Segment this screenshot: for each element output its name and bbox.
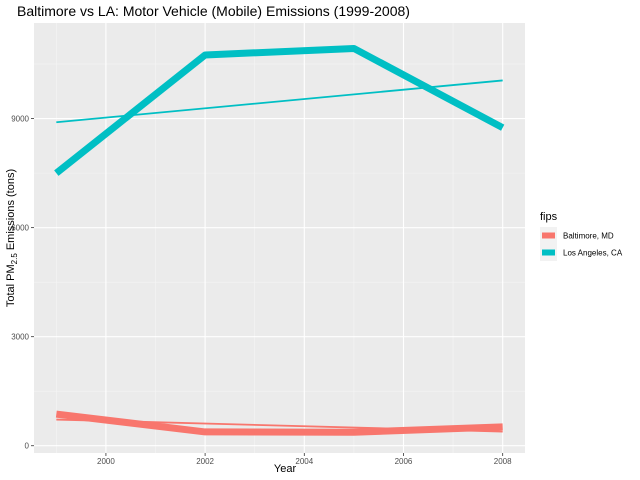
- y-tick-label: 0: [25, 442, 30, 451]
- y-tick-label: 3000: [11, 333, 29, 342]
- y-axis-title-suffix: Emissions (tons): [5, 169, 17, 253]
- y-tick-label: 6000: [11, 224, 29, 233]
- x-tick-label: 2002: [196, 457, 214, 466]
- legend-label-baltimore: Baltimore, MD: [563, 232, 614, 241]
- legend-label-los-angeles: Los Angeles, CA: [563, 249, 623, 258]
- x-axis: 2000 2002 2004 2006 2008: [97, 453, 512, 466]
- x-axis-title: Year: [274, 463, 297, 475]
- x-tick-label: 2000: [97, 457, 115, 466]
- chart-title: Baltimore vs LA: Motor Vehicle (Mobile) …: [17, 3, 410, 19]
- x-tick-label: 2008: [494, 457, 512, 466]
- plot-panel: [34, 23, 525, 453]
- y-axis-title: Total PM2.5 Emissions (tons): [5, 169, 19, 307]
- x-tick-label: 2004: [295, 457, 313, 466]
- legend-title: fips: [540, 211, 558, 223]
- grid-major: [34, 23, 525, 453]
- x-tick-label: 2006: [395, 457, 413, 466]
- y-axis: 0 3000 6000 9000: [11, 115, 34, 451]
- legend: fips Baltimore, MD Los Angeles, CA: [540, 211, 623, 261]
- y-tick-label: 9000: [11, 115, 29, 124]
- series-layer: [54, 44, 505, 436]
- y-axis-title-prefix: Total PM: [5, 264, 17, 307]
- y-axis-title-subscript: 2.5: [10, 253, 19, 265]
- trend-line-baltimore: [56, 418, 503, 433]
- trend-line-los-angeles: [56, 79, 503, 124]
